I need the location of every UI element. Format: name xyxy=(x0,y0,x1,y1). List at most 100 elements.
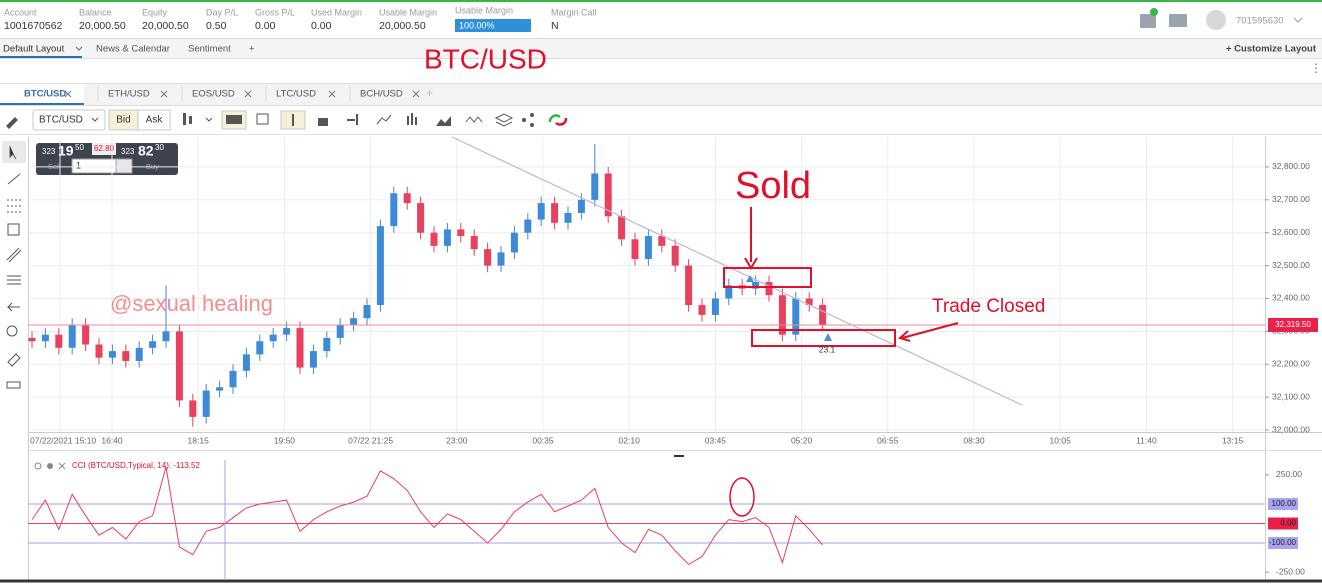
account-field-value: 0.50 xyxy=(206,20,227,32)
add-tab[interactable]: + xyxy=(426,86,433,100)
candle-body xyxy=(256,341,264,355)
amount-dropdown[interactable] xyxy=(115,158,133,174)
tool-icon[interactable] xyxy=(256,113,269,125)
customize-layout[interactable]: + Customize Layout xyxy=(1226,44,1317,55)
tool-zoom[interactable] xyxy=(6,325,18,337)
y-tick-label: 100.00 xyxy=(1272,499,1297,508)
user-avatar[interactable] xyxy=(1206,10,1226,30)
tool-icon[interactable] xyxy=(494,113,514,127)
close-tab[interactable] xyxy=(64,90,72,98)
layout-tab[interactable]: Default Layout xyxy=(3,44,65,55)
candle-body xyxy=(417,203,425,233)
symbol-tab[interactable]: BCH/USD xyxy=(360,89,403,100)
candle-body xyxy=(363,305,371,319)
tool-channel[interactable] xyxy=(6,247,22,263)
tool-icon[interactable] xyxy=(318,118,328,126)
symbol-tab[interactable]: EOS/USD xyxy=(192,89,235,100)
cci-plot: 250.00 100.00 0.00 -100.00 -250.00 xyxy=(28,466,1305,576)
symbol-tab[interactable]: LTC/USD xyxy=(276,89,316,100)
close-tab[interactable] xyxy=(244,90,252,98)
candle-body xyxy=(175,331,183,401)
tool-cursor[interactable] xyxy=(9,146,17,160)
pencil-icon[interactable] xyxy=(6,117,18,129)
dropdown-caret xyxy=(91,117,99,122)
candle-body xyxy=(631,239,639,260)
tool-icon[interactable] xyxy=(465,116,483,123)
candle-body xyxy=(725,285,733,299)
candle-body xyxy=(618,216,626,240)
tool-eraser[interactable] xyxy=(7,353,21,367)
close-tab[interactable] xyxy=(160,90,168,98)
price-plot: 07/22/2021 15:10 16:40 18:15 19:50 07/22 21:… xyxy=(28,137,1318,445)
layout-tab[interactable]: News & Calendar xyxy=(96,44,170,55)
candle-body xyxy=(698,305,706,315)
symbol-tab[interactable]: ETH/USD xyxy=(108,89,150,100)
candle-body xyxy=(457,229,465,236)
sold-annotation: Sold xyxy=(735,165,811,207)
candle-body xyxy=(685,265,693,306)
watermark: @sexual healing xyxy=(110,291,273,316)
more-menu[interactable]: ⋮ xyxy=(1310,61,1322,75)
y-tick-label: 32,400.00 xyxy=(1272,293,1310,303)
candle-body xyxy=(55,334,63,348)
candle-body xyxy=(644,235,652,260)
tool-ruler[interactable] xyxy=(6,381,21,389)
tool-icon-glyph xyxy=(292,114,294,126)
account-field-label: Gross P/L xyxy=(255,7,295,17)
tool-line[interactable] xyxy=(7,173,21,185)
y-tick-label: 32,100.00 xyxy=(1272,391,1310,401)
candle-body xyxy=(162,331,170,342)
tool-icon-glyph xyxy=(530,113,534,117)
tool-icon[interactable] xyxy=(522,118,526,122)
user-menu-caret xyxy=(1293,17,1303,23)
positions-icon[interactable] xyxy=(1140,14,1156,28)
candle-body xyxy=(778,295,786,335)
tool-icon[interactable] xyxy=(347,119,355,121)
ask-button[interactable] xyxy=(137,109,171,131)
close-tab[interactable] xyxy=(412,90,420,98)
candle-body xyxy=(430,232,438,246)
tool-icon[interactable] xyxy=(436,116,451,126)
cci-highlight-circle xyxy=(729,477,755,517)
tool-lines[interactable] xyxy=(7,275,21,285)
tool-icon[interactable] xyxy=(189,116,192,124)
tool-back[interactable] xyxy=(6,302,20,312)
y-tick-box xyxy=(1268,517,1298,530)
tool-active-bg xyxy=(2,141,26,163)
x-tick-label: 23:00 xyxy=(446,435,468,445)
x-tick-label: 13:15 xyxy=(1222,435,1244,445)
margin-bar xyxy=(455,19,531,32)
spread: 62.80 xyxy=(94,144,115,153)
tool-icon[interactable] xyxy=(548,114,561,123)
candle-body xyxy=(350,318,358,325)
settings-icon[interactable] xyxy=(47,463,53,469)
x-tick-label: 06:55 xyxy=(877,435,899,445)
ask-label: Ask xyxy=(146,115,164,126)
symbol-dropdown[interactable] xyxy=(32,109,106,131)
candle-body xyxy=(41,334,49,342)
tool-icon[interactable] xyxy=(407,116,409,125)
symbol-tabs: BTC/USD ETH/USD EOS/USD LTC/USD BCH/USD xyxy=(24,86,420,102)
active-symbol-tab xyxy=(0,84,84,105)
layout-tab[interactable]: + xyxy=(249,44,255,55)
symbol-tab[interactable]: BTC/USD xyxy=(24,89,66,100)
x-tick-label: 08:30 xyxy=(963,435,985,445)
orders-icon[interactable] xyxy=(1169,14,1187,27)
x-tick-label: 03:45 xyxy=(705,435,727,445)
tool-icon[interactable] xyxy=(376,114,392,125)
buy-price-big: 323 xyxy=(121,147,135,156)
visibility-icon[interactable] xyxy=(34,462,42,470)
close-tab[interactable] xyxy=(328,90,336,98)
x-tick-label: 18:15 xyxy=(188,435,210,445)
amount-value: 1 xyxy=(76,160,81,170)
account-field-label: Usable Margin xyxy=(379,7,437,17)
y-tick-label: 250.00 xyxy=(1276,469,1302,479)
remove-icon[interactable] xyxy=(58,462,66,470)
sell-price-big: 323 xyxy=(42,147,56,156)
layout-tab[interactable]: Sentiment xyxy=(188,44,231,55)
tool-rect[interactable] xyxy=(7,223,20,236)
tool-icon[interactable] xyxy=(183,113,186,125)
candle-body xyxy=(805,298,813,306)
